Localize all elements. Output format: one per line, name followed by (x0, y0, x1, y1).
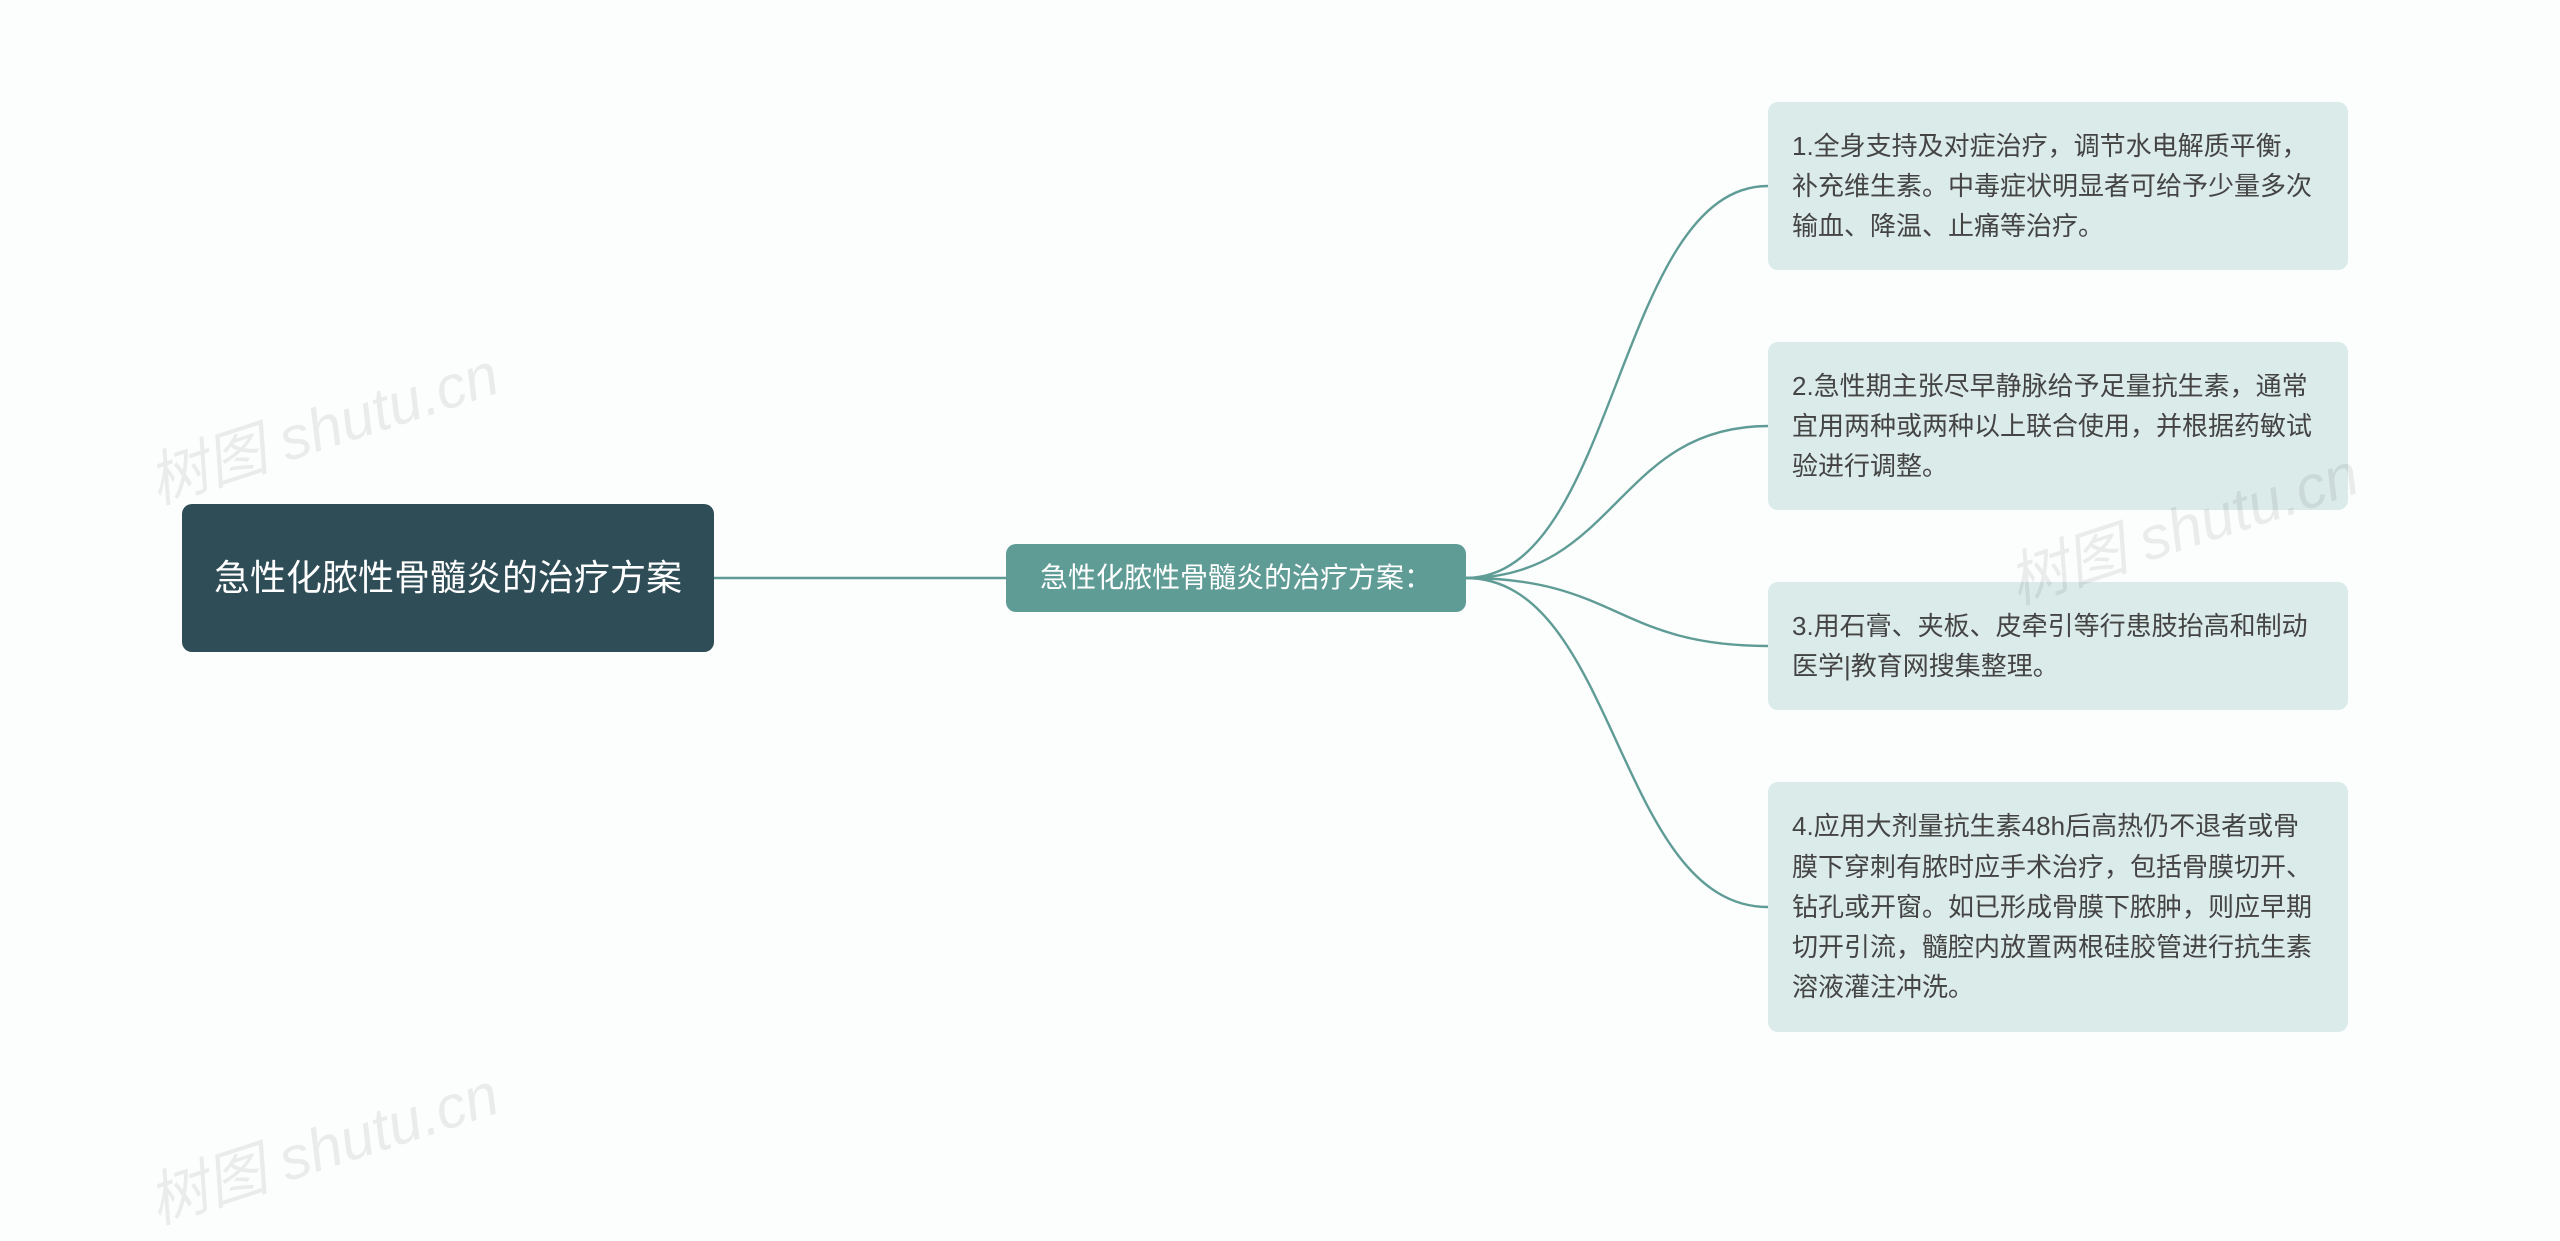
leaf-node: 4.应用大剂量抗生素48h后高热仍不退者或骨膜下穿刺有脓时应手术治疗，包括骨膜切… (1768, 782, 2348, 1032)
watermark: 树图 shutu.cn (135, 326, 508, 521)
connector-path (1466, 426, 1768, 578)
leaf-node-text: 3.用石膏、夹板、皮牵引等行患肢抬高和制动医学|教育网搜集整理。 (1792, 606, 2324, 687)
leaf-node: 1.全身支持及对症治疗，调节水电解质平衡，补充维生素。中毒症状明显者可给予少量多… (1768, 102, 2348, 270)
leaf-node-text: 2.急性期主张尽早静脉给予足量抗生素，通常宜用两种或两种以上联合使用，并根据药敏… (1792, 366, 2324, 487)
leaf-node-text: 4.应用大剂量抗生素48h后高热仍不退者或骨膜下穿刺有脓时应手术治疗，包括骨膜切… (1792, 806, 2324, 1007)
connector-path (1466, 578, 1768, 907)
connector-path (1466, 186, 1768, 578)
mid-node-text: 急性化脓性骨髓炎的治疗方案： (1040, 556, 1432, 599)
leaf-node: 2.急性期主张尽早静脉给予足量抗生素，通常宜用两种或两种以上联合使用，并根据药敏… (1768, 342, 2348, 510)
root-node: 急性化脓性骨髓炎的治疗方案 (182, 504, 714, 652)
root-node-text: 急性化脓性骨髓炎的治疗方案 (214, 550, 682, 606)
leaf-node: 3.用石膏、夹板、皮牵引等行患肢抬高和制动医学|教育网搜集整理。 (1768, 582, 2348, 710)
leaf-node-text: 1.全身支持及对症治疗，调节水电解质平衡，补充维生素。中毒症状明显者可给予少量多… (1792, 126, 2324, 247)
connector-path (1466, 578, 1768, 646)
watermark: 树图 shutu.cn (135, 1046, 508, 1241)
mid-node: 急性化脓性骨髓炎的治疗方案： (1006, 544, 1466, 612)
